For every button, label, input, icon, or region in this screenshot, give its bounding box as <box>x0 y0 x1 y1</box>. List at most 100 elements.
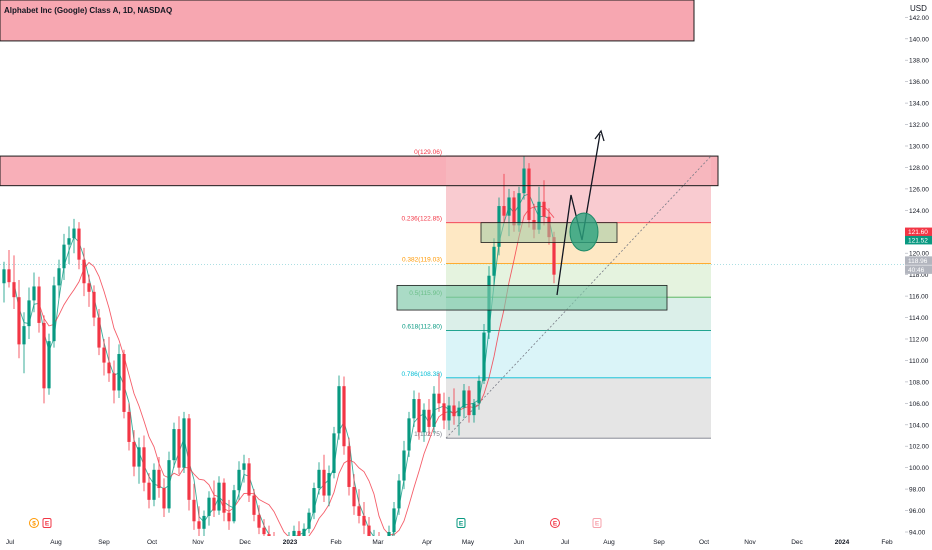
candle <box>252 489 256 522</box>
candle <box>187 414 191 511</box>
candle <box>322 454 326 502</box>
candle-body <box>177 429 181 468</box>
event-marker[interactable]: E <box>550 518 560 528</box>
candle-body <box>517 193 521 226</box>
candle <box>257 505 261 535</box>
candle-body <box>67 238 71 245</box>
candle-body <box>247 463 251 496</box>
candle-body <box>7 269 11 283</box>
projection-drawing[interactable] <box>556 129 605 296</box>
candle-body <box>217 482 221 511</box>
time-tick-label: Nov <box>192 539 204 546</box>
candle <box>527 163 531 228</box>
candle <box>452 388 456 425</box>
candle <box>77 222 81 270</box>
candle <box>7 250 11 288</box>
price-tick-label: 120.00 <box>909 251 929 258</box>
candle <box>307 508 311 534</box>
candle <box>107 336 111 382</box>
candle-body <box>447 405 451 421</box>
candle <box>37 276 41 333</box>
event-marker[interactable]: E <box>592 518 602 528</box>
fib-label-0.618: 0.618(112.80) <box>402 323 442 330</box>
currency-label: USD <box>910 4 927 13</box>
candle-body <box>457 407 461 417</box>
price-label-badge[interactable]: 121.60 <box>905 227 932 237</box>
candle <box>162 478 166 517</box>
time-tick-label: Oct <box>147 539 157 546</box>
price-tick-label: 94.00 <box>909 530 926 537</box>
candle <box>442 392 446 430</box>
price-label-bg <box>905 256 932 265</box>
candle-body <box>72 228 76 239</box>
candle-body <box>17 297 21 345</box>
candle <box>47 333 51 395</box>
candle-body <box>482 332 486 381</box>
candle-body <box>137 447 141 467</box>
candle <box>32 272 36 313</box>
candle <box>502 173 506 224</box>
event-marker[interactable]: $ <box>29 518 39 528</box>
candle-body <box>537 201 541 230</box>
candle-body <box>522 168 526 194</box>
event-markers[interactable]: $ E E E E <box>29 518 602 528</box>
candle-body <box>492 246 496 276</box>
candle-body <box>542 201 546 217</box>
candle <box>437 373 441 412</box>
time-axis-bg <box>0 536 932 550</box>
time-tick-label: 2024 <box>835 539 850 546</box>
candle <box>402 440 406 490</box>
price-label-badge[interactable]: 121.52 <box>905 235 932 245</box>
price-axis[interactable]: 94.00 96.00 98.00 100.00 102.00 104.00 106.00 1… <box>905 15 932 537</box>
candle <box>132 430 136 477</box>
target-ellipse[interactable] <box>569 212 599 252</box>
price-tick-label: 96.00 <box>909 508 926 515</box>
candle-body <box>142 447 146 483</box>
candle-body <box>182 418 186 468</box>
time-axis[interactable]: Jul Aug Sep Oct Nov Dec 2023 Feb Mar Apr May Jun Jul… <box>0 536 932 550</box>
candle <box>492 238 496 286</box>
candle <box>457 401 461 436</box>
price-label-bg <box>905 265 932 274</box>
price-label-badge[interactable]: 118.96 <box>905 256 932 265</box>
candle-body <box>297 530 301 538</box>
time-tick-label: Aug <box>50 539 62 546</box>
candle-body <box>242 463 246 470</box>
candle <box>97 308 101 356</box>
candle <box>347 437 351 496</box>
time-tick-label: Jun <box>514 539 525 546</box>
price-tick-label: 102.00 <box>909 444 929 451</box>
candle <box>102 339 106 376</box>
candle-body <box>162 488 166 509</box>
price-tick-label: 98.00 <box>909 487 926 494</box>
resistance-zone-top[interactable] <box>0 0 695 42</box>
event-marker[interactable]: E <box>456 518 466 528</box>
time-tick-label: Feb <box>881 539 893 546</box>
price-label-text: 121.52 <box>908 238 928 245</box>
price-label-bg <box>905 235 932 245</box>
fib-label-0: 0(129.06) <box>414 149 442 156</box>
fib-label-0.786: 0.786(108.38) <box>402 371 442 378</box>
price-label-text: 121.60 <box>908 229 928 236</box>
event-marker[interactable]: E <box>42 518 52 528</box>
support-zone-lower[interactable] <box>396 284 668 311</box>
zones-front-layer <box>0 155 719 311</box>
time-tick-label: Oct <box>699 539 709 546</box>
price-tick-label: 138.00 <box>909 58 929 65</box>
price-label-badge[interactable]: 40:46 <box>905 265 932 274</box>
candle <box>417 392 421 440</box>
candle-body <box>237 469 241 491</box>
candle-body <box>132 441 136 467</box>
candle <box>122 349 126 419</box>
time-tick-label: Sep <box>98 539 110 546</box>
candle-body <box>427 409 431 427</box>
candle <box>197 506 201 537</box>
candle <box>177 416 181 475</box>
candle <box>192 483 196 530</box>
event-marker-bg <box>592 518 602 528</box>
candle-body <box>207 497 211 516</box>
price-tick-label: 136.00 <box>909 79 929 86</box>
fib-band-0.618 <box>446 330 711 378</box>
candle-body <box>507 197 511 216</box>
